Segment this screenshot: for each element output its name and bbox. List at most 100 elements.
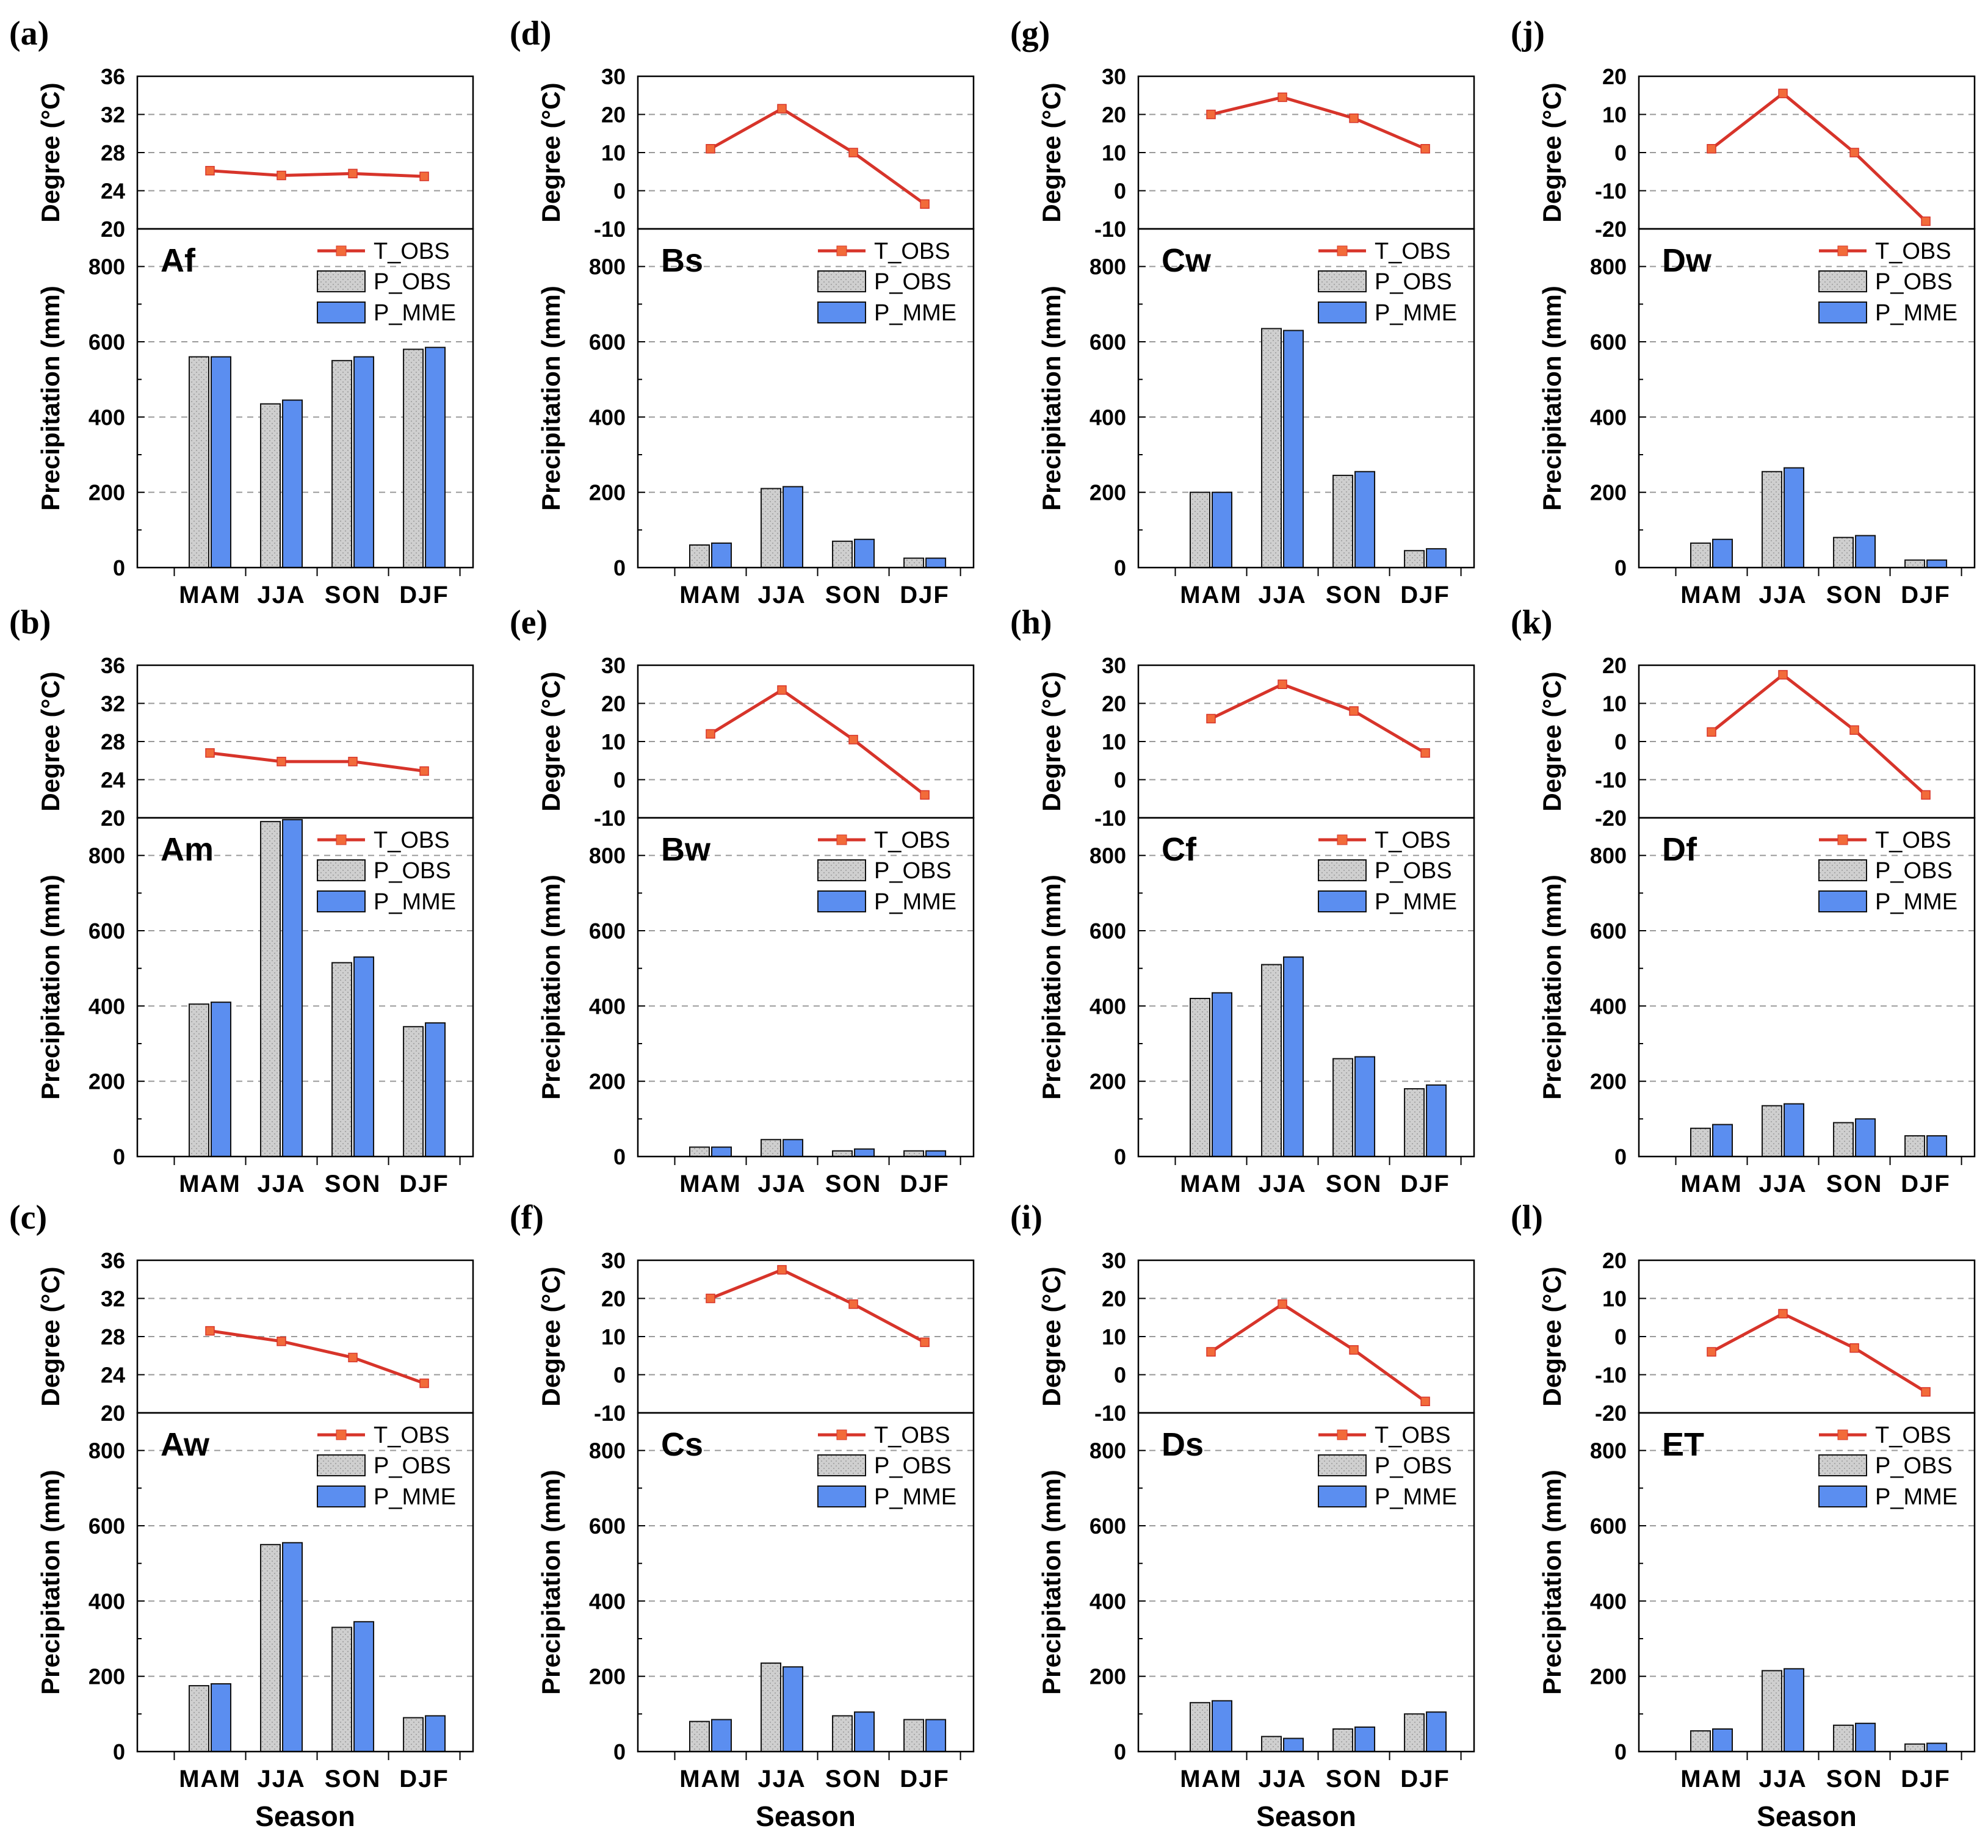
precip-tick-label: 800: [1090, 843, 1126, 868]
legend-p-mme-swatch: [817, 1485, 866, 1507]
t-obs-point-jja: [777, 104, 787, 114]
t-obs-point-djf: [1420, 144, 1430, 154]
temp-tick-label: 10: [1602, 691, 1627, 716]
precip-axis-title: Precipitation (mm): [537, 286, 565, 511]
season-label-djf: DJF: [399, 1766, 449, 1792]
bar-p-obs-mam: [189, 1685, 210, 1752]
precip-tick-label: 600: [89, 330, 125, 355]
legend-p-obs-swatch: [317, 270, 366, 292]
precip-tick-label: 600: [1090, 1514, 1126, 1539]
season-label-mam: MAM: [1180, 582, 1242, 608]
bar-p-mme-son: [1354, 1726, 1376, 1753]
t-obs-point-djf: [419, 1378, 429, 1388]
temp-tick-label: 32: [101, 691, 125, 716]
temp-tick-label: 24: [101, 768, 125, 793]
precip-plot-frame: [1137, 817, 1475, 1158]
precip-tick-label: 0: [613, 1144, 626, 1169]
precip-tick-label: 600: [1090, 919, 1126, 944]
season-label-son: SON: [325, 582, 381, 608]
legend: T_OBS P_OBS P_MME: [817, 828, 956, 915]
t-obs-point-djf: [920, 199, 930, 209]
bar-p-mme-djf: [1426, 548, 1447, 569]
bar-p-mme-djf: [925, 1719, 947, 1752]
chart-panel-cs: (f) 30 20 10 0 -10 Degree (°C) 800 600 400 200 0 Pre…: [510, 1199, 975, 1832]
season-label-son: SON: [325, 1766, 381, 1792]
bar-p-mme-jja: [1283, 330, 1304, 568]
season-label-jja: JJA: [1758, 1766, 1807, 1792]
temp-tick-label: 0: [1114, 1363, 1126, 1388]
legend: T_OBS P_OBS P_MME: [317, 828, 456, 915]
climate-class-label: Cw: [1162, 242, 1212, 279]
legend-t-obs-marker: [336, 834, 347, 845]
legend-p-obs-swatch: [1318, 859, 1367, 881]
climate-class-label: Am: [161, 831, 214, 868]
bar-p-mme-son: [353, 356, 375, 569]
season-label-djf: DJF: [900, 1766, 950, 1792]
legend-p-obs-label: P_OBS: [1875, 1453, 1953, 1479]
season-label-jja: JJA: [1758, 582, 1807, 608]
precip-tick-label: 0: [613, 1739, 626, 1764]
precip-plot-frame: [1638, 817, 1976, 1158]
legend-p-mme-label: P_MME: [1375, 889, 1457, 915]
temp-axis-title: Degree (°C): [36, 1266, 65, 1406]
t-obs-line: [209, 751, 425, 773]
precip-tick-label: 600: [589, 919, 626, 944]
precip-axis-title: Precipitation (mm): [1538, 875, 1566, 1100]
season-label-jja: JJA: [1258, 1766, 1306, 1792]
temp-tick-label: 10: [1102, 1324, 1126, 1349]
precip-tick-label: 800: [1090, 254, 1126, 280]
precip-plot-frame: [136, 1412, 474, 1753]
legend-t-obs-label: T_OBS: [374, 1423, 450, 1448]
legend: T_OBS P_OBS P_MME: [1318, 828, 1457, 915]
bar-p-mme-son: [1855, 535, 1876, 568]
season-label-djf: DJF: [399, 1171, 449, 1197]
t-obs-point-son: [1849, 725, 1859, 735]
season-label-djf: DJF: [1901, 1171, 1951, 1197]
chart-panel-df: (k) 20 10 0 -10 -20 Degree (°C) 800 600 400 200 0 Pr…: [1511, 604, 1976, 1197]
precip-axis-title: Precipitation (mm): [537, 1470, 565, 1695]
bar-p-mme-jja: [1784, 1103, 1805, 1157]
temp-tick-label: 0: [613, 179, 626, 204]
season-label-son: SON: [1326, 1766, 1383, 1792]
precip-tick-label: 800: [1090, 1438, 1126, 1464]
legend: T_OBS P_OBS P_MME: [817, 1423, 956, 1510]
bar-p-obs-djf: [1404, 1713, 1425, 1752]
bar-p-obs-jja: [1261, 1736, 1282, 1752]
season-label-djf: DJF: [900, 1171, 950, 1197]
legend-p-mme-swatch: [817, 301, 866, 323]
precip-tick-label: 600: [1590, 330, 1627, 355]
climate-class-label: Df: [1662, 831, 1697, 868]
t-obs-point-son: [1349, 114, 1359, 123]
temp-tick-label: 10: [601, 729, 626, 754]
t-obs-point-jja: [1278, 679, 1287, 689]
temp-tick-label: 32: [101, 103, 125, 128]
t-obs-point-jja: [777, 685, 787, 695]
precip-tick-label: 0: [1114, 555, 1126, 580]
t-obs-point-mam: [205, 165, 215, 176]
chart-panel-cw: (g) 30 20 10 0 -10 Degree (°C) 800 600 400 200 0 Pre…: [1010, 15, 1475, 608]
legend-p-mme-label: P_MME: [1375, 300, 1457, 326]
climate-class-label: Ds: [1162, 1426, 1204, 1463]
temp-axis-title: Degree (°C): [1037, 1266, 1066, 1406]
legend-p-obs-swatch: [817, 1454, 866, 1476]
t-obs-point-jja: [1778, 88, 1788, 98]
bar-p-mme-djf: [425, 1022, 446, 1158]
temp-tick-label: 20: [101, 217, 125, 242]
climate-class-label: Dw: [1662, 242, 1712, 279]
legend-p-mme-label: P_MME: [874, 1484, 956, 1510]
bar-p-obs-jja: [260, 1543, 281, 1752]
bar-p-mme-mam: [711, 1146, 732, 1158]
t-obs-line: [209, 1329, 425, 1385]
bar-p-mme-jja: [783, 1666, 804, 1752]
bar-p-obs-jja: [1762, 1670, 1783, 1753]
season-label-jja: JJA: [757, 1171, 806, 1197]
t-obs-point-son: [348, 168, 358, 179]
panel-letter: (e): [510, 604, 548, 641]
temp-tick-label: 20: [101, 1401, 125, 1426]
bar-p-mme-djf: [425, 347, 446, 568]
precip-tick-label: 600: [589, 330, 626, 355]
bar-p-obs-jja: [1261, 964, 1282, 1157]
season-label-djf: DJF: [1400, 1171, 1450, 1197]
legend-p-obs-label: P_OBS: [874, 269, 952, 295]
t-obs-point-son: [848, 735, 858, 745]
